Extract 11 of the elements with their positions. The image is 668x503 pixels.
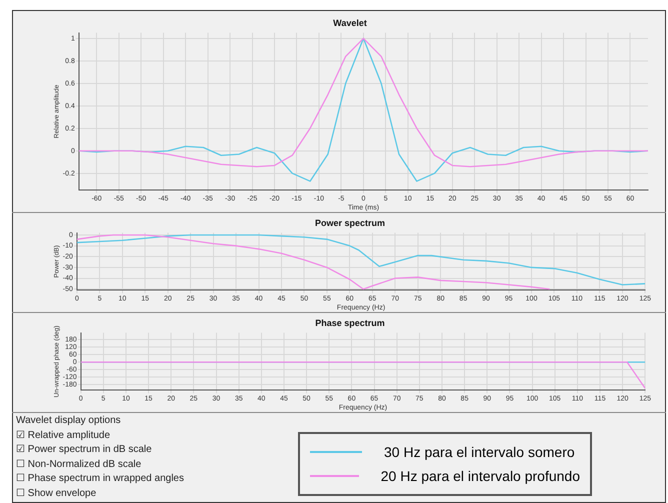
legend-label: 30 Hz para el intervalo somero <box>384 444 575 460</box>
chart-title: Wavelet <box>333 18 367 28</box>
text: ☐ Non-Normalized dB scale <box>16 458 142 472</box>
text: ☐ Show envelope <box>16 486 98 500</box>
legend-label: 20 Hz para el intervalo profundo <box>380 468 580 484</box>
chart-title: Phase spectrum <box>315 318 385 328</box>
text: Wavelet display options <box>16 414 122 428</box>
text: ☐ Phase spectrum in wrapped angles <box>16 472 184 486</box>
text: ☑ Power spectrum in dB scale <box>16 443 153 457</box>
text: ☑ Relative amplitude <box>16 428 112 442</box>
chart-title: Power spectrum <box>314 218 386 228</box>
